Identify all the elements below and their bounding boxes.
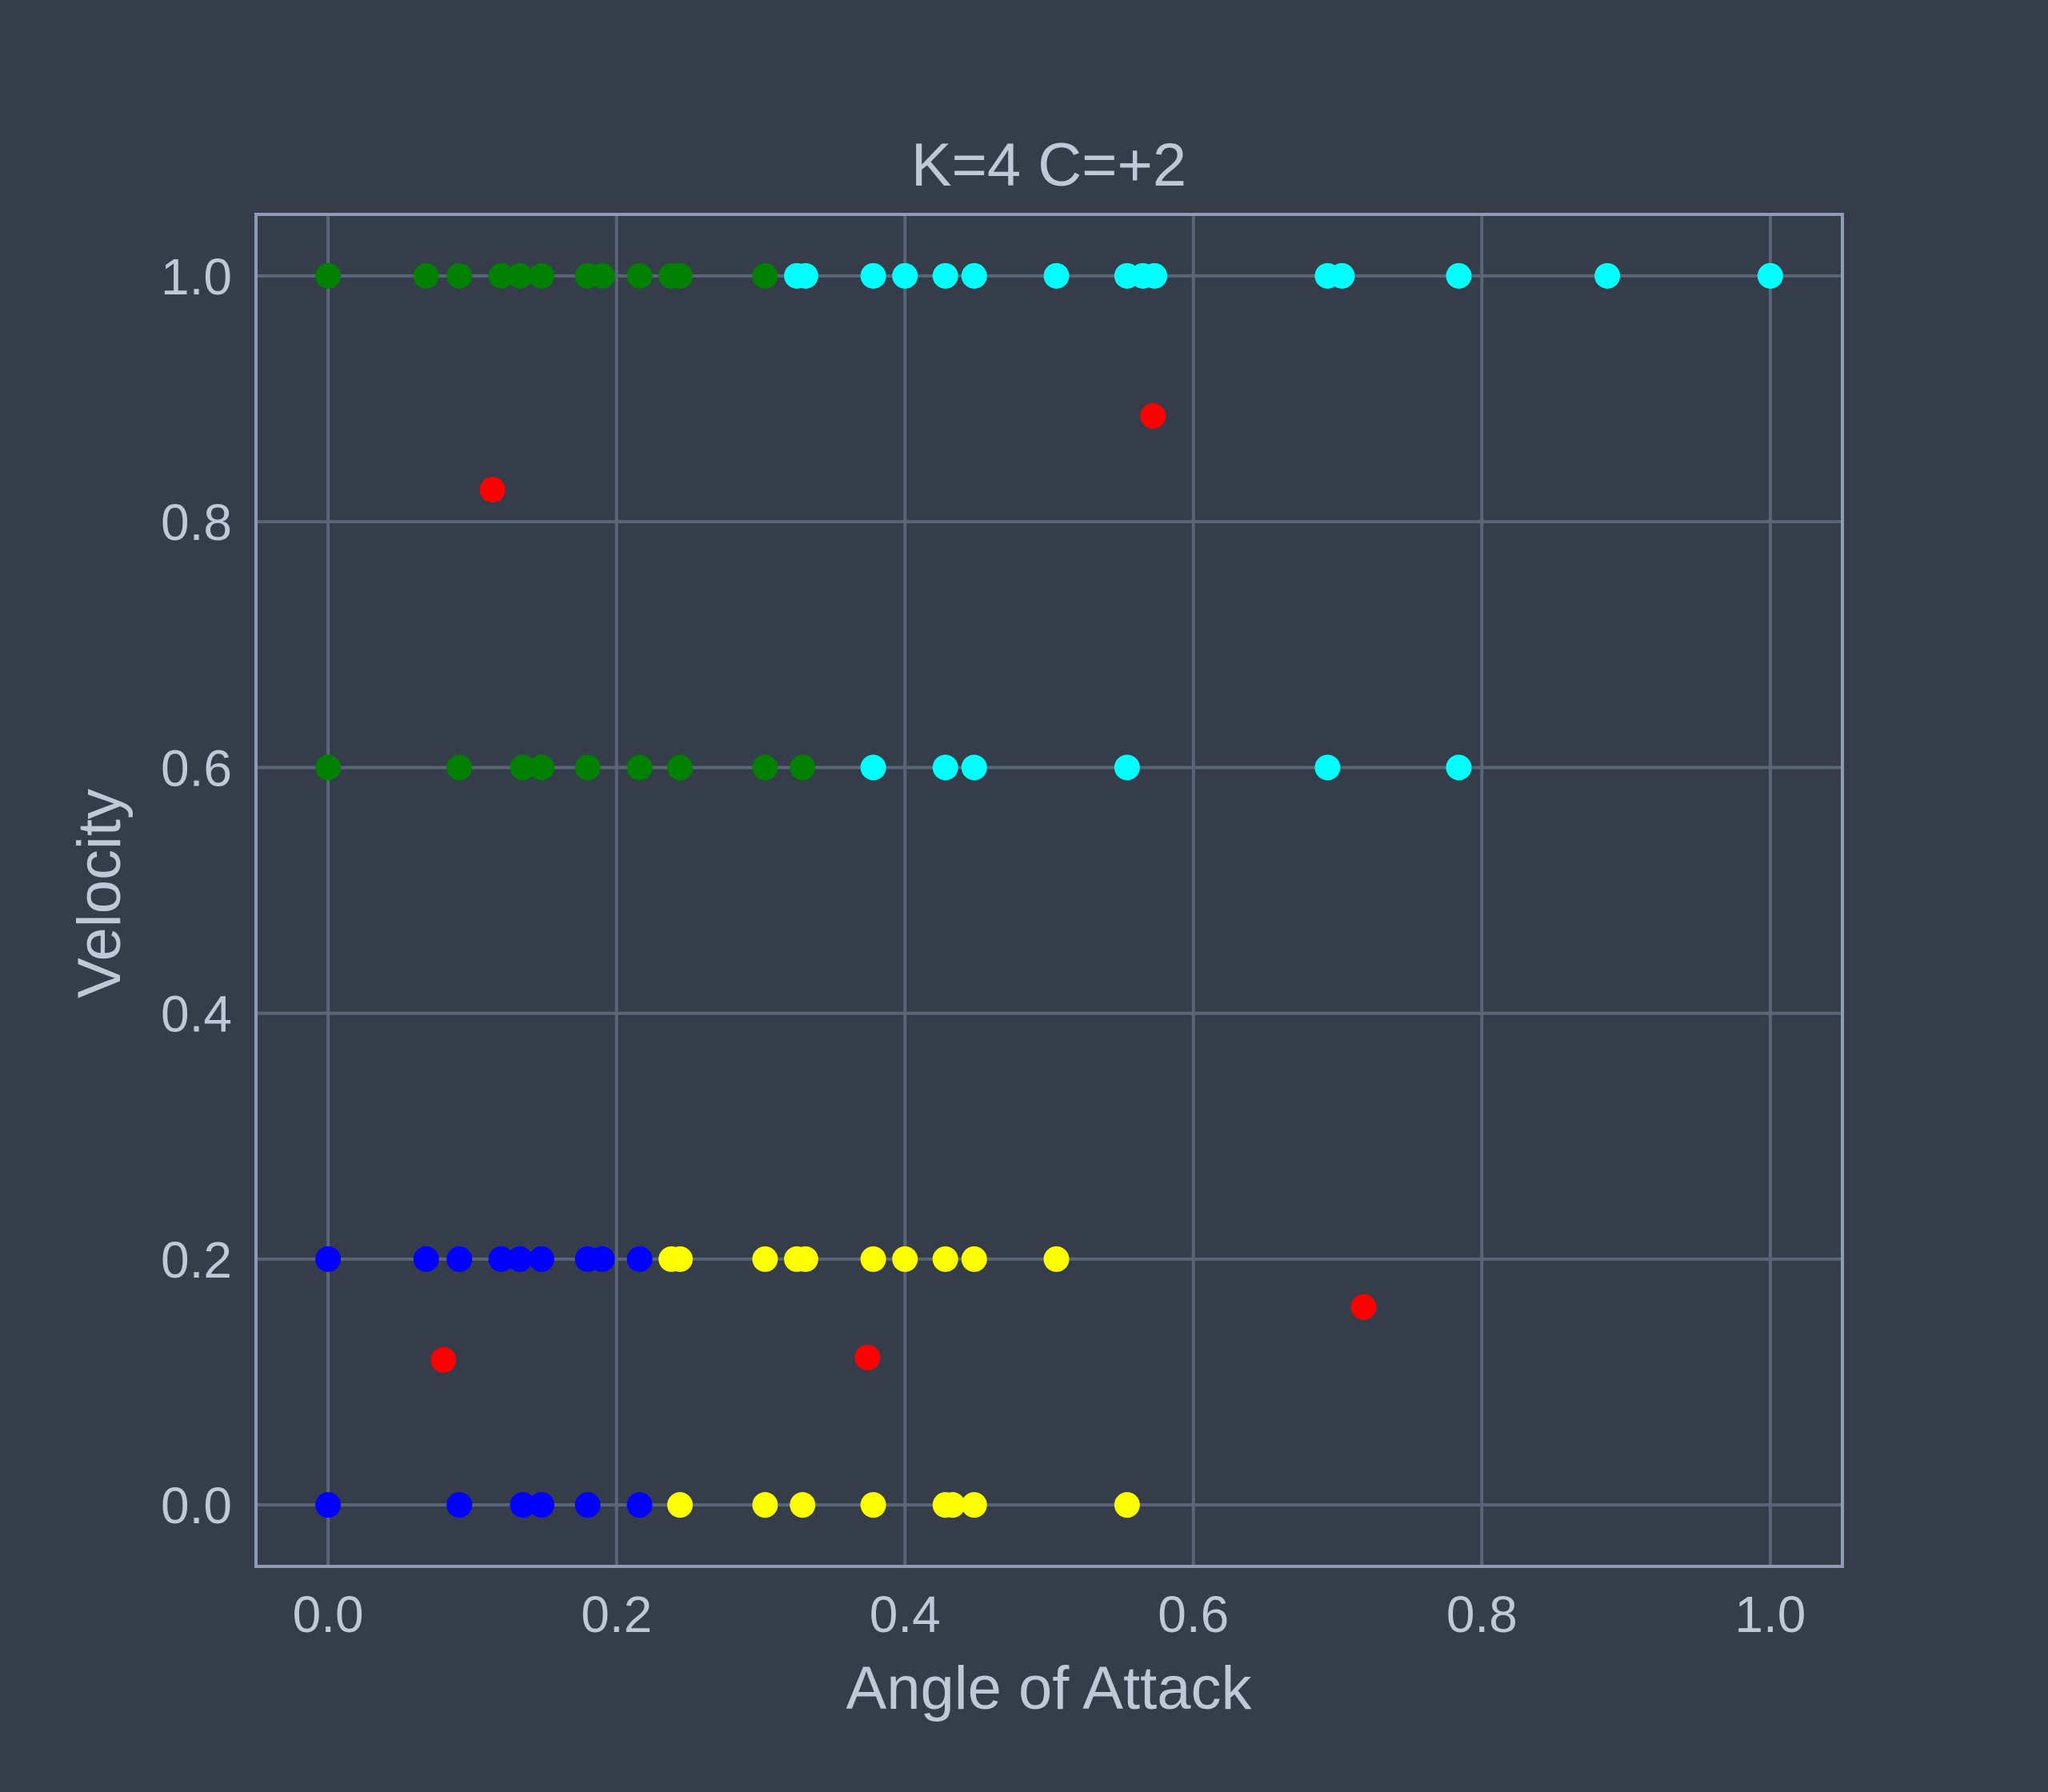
scatter-point [574, 1492, 601, 1518]
scatter-point [1142, 262, 1168, 289]
scatter-point [860, 1246, 886, 1272]
scatter-point [589, 1246, 615, 1272]
x-tick-label: 0.2 [581, 1586, 652, 1643]
scatter-point [315, 1246, 342, 1272]
scatter-point [574, 754, 601, 781]
scatter-point [1446, 754, 1472, 781]
scatter-point [446, 754, 473, 781]
scatter-point [932, 262, 958, 289]
x-tick-label: 1.0 [1734, 1586, 1806, 1643]
scatter-point [315, 1492, 342, 1518]
y-tick-label: 0.8 [161, 494, 232, 551]
scatter-point [528, 754, 554, 781]
scatter-point [413, 262, 439, 289]
tick-labels: 0.0 0.2 0.4 0.6 0.8 1.0 0.0 0.2 0.4 0.6 0.8 1.0 [161, 248, 1806, 1643]
y-tick-label: 0.4 [161, 986, 232, 1043]
y-tick-label: 0.0 [161, 1477, 232, 1534]
x-tick-label: 0.6 [1158, 1586, 1229, 1643]
scatter-point [932, 754, 958, 781]
x-axis-title: Angle of Attack [846, 1654, 1253, 1722]
scatter-point [932, 1246, 958, 1272]
scatter-point [860, 262, 886, 289]
scatter-point [528, 1246, 554, 1272]
scatter-point [589, 262, 615, 289]
scatter-point [892, 1246, 918, 1272]
scatter-point [1757, 262, 1783, 289]
scatter-point [752, 754, 778, 781]
scatter-point [446, 262, 473, 289]
scatter-point [510, 754, 536, 781]
scatter-point [1314, 754, 1341, 781]
scatter-point [506, 1246, 533, 1272]
scatter-point [413, 1246, 439, 1272]
y-tick-label: 0.2 [161, 1231, 232, 1289]
scatter-point [961, 1492, 987, 1518]
y-tick-label: 1.0 [161, 248, 232, 306]
scatter-point [892, 262, 918, 289]
scatter-point [626, 1246, 653, 1272]
plot-frame [254, 213, 1844, 1568]
scatter-point [446, 1492, 473, 1518]
scatter-point [430, 1346, 457, 1373]
scatter-point [752, 1492, 778, 1518]
scatter-point [446, 1246, 473, 1272]
scatter-point [667, 262, 694, 289]
scatter-point [939, 1492, 966, 1518]
scatter-point [860, 1492, 886, 1518]
x-tick-label: 0.8 [1446, 1586, 1518, 1643]
scatter-point [479, 477, 506, 503]
scatter-point [752, 262, 778, 289]
scatter-point [961, 754, 987, 781]
scatter-point [667, 1246, 694, 1272]
chart-title: K=4 C=+2 [911, 131, 1186, 199]
scatter-point [626, 754, 653, 781]
scatter-point [488, 262, 514, 289]
data-points [315, 262, 1783, 1518]
scatter-point [1114, 1492, 1140, 1518]
scatter-point [667, 1492, 694, 1518]
scatter-point [1329, 262, 1355, 289]
scatter-point [1446, 262, 1472, 289]
scatter-point [315, 754, 342, 781]
scatter-point [1350, 1294, 1377, 1320]
scatter-point [488, 1246, 514, 1272]
scatter-point [961, 1246, 987, 1272]
scatter-point [792, 1246, 818, 1272]
scatter-point [1114, 754, 1140, 781]
scatter-point [626, 262, 653, 289]
scatter-point [667, 754, 694, 781]
scatter-point [528, 1492, 554, 1518]
scatter-point [961, 262, 987, 289]
scatter-point [626, 1492, 653, 1518]
scatter-point [528, 262, 554, 289]
x-tick-label: 0.4 [870, 1586, 941, 1643]
y-tick-label: 0.6 [161, 739, 232, 797]
scatter-point [854, 1344, 881, 1370]
scatter-point [790, 1492, 816, 1518]
x-tick-label: 0.0 [293, 1586, 364, 1643]
scatter-point [315, 262, 342, 289]
scatter-point [790, 754, 816, 781]
scatter-point [510, 1492, 536, 1518]
scatter-point [792, 262, 818, 289]
y-axis-title: Velocity [66, 789, 134, 998]
scatter-point [1140, 402, 1166, 429]
scatter-point [1594, 262, 1621, 289]
scatter-point [860, 754, 886, 781]
scatter-point [752, 1246, 778, 1272]
scatter-point [1043, 1246, 1070, 1272]
scatter-point [506, 262, 533, 289]
scatter-point [1043, 262, 1070, 289]
